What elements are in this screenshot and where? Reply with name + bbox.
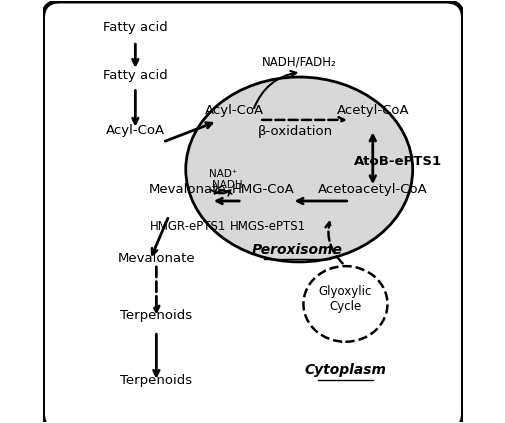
- FancyBboxPatch shape: [43, 1, 462, 423]
- Text: Terpenoids: Terpenoids: [120, 374, 192, 387]
- Text: β-oxidation: β-oxidation: [257, 125, 332, 138]
- Text: Mevalonate: Mevalonate: [149, 183, 226, 195]
- Text: Acyl-CoA: Acyl-CoA: [204, 104, 263, 117]
- Text: Acetyl-CoA: Acetyl-CoA: [336, 104, 408, 117]
- Ellipse shape: [185, 77, 412, 262]
- Text: HMGS-ePTS1: HMGS-ePTS1: [229, 220, 305, 233]
- Text: Acetoacetyl-CoA: Acetoacetyl-CoA: [317, 183, 427, 195]
- Text: Fatty acid: Fatty acid: [103, 69, 167, 82]
- Text: Terpenoids: Terpenoids: [120, 309, 192, 321]
- Text: HMG-CoA: HMG-CoA: [232, 183, 294, 195]
- Text: AtoB-ePTS1: AtoB-ePTS1: [353, 154, 441, 168]
- Text: HMGR-ePTS1: HMGR-ePTS1: [149, 220, 226, 233]
- Text: Acyl-CoA: Acyl-CoA: [106, 124, 165, 137]
- Text: Glyoxylic
Cycle: Glyoxylic Cycle: [318, 285, 371, 313]
- Text: NADH: NADH: [212, 181, 242, 190]
- Text: Fatty acid: Fatty acid: [103, 21, 167, 34]
- Text: NADH/FADH₂: NADH/FADH₂: [261, 55, 336, 69]
- Text: Mevalonate: Mevalonate: [117, 252, 195, 265]
- Text: NAD⁺: NAD⁺: [208, 169, 236, 179]
- Text: Peroxisome: Peroxisome: [251, 243, 342, 257]
- Ellipse shape: [303, 266, 387, 342]
- Text: Cytoplasm: Cytoplasm: [304, 363, 386, 377]
